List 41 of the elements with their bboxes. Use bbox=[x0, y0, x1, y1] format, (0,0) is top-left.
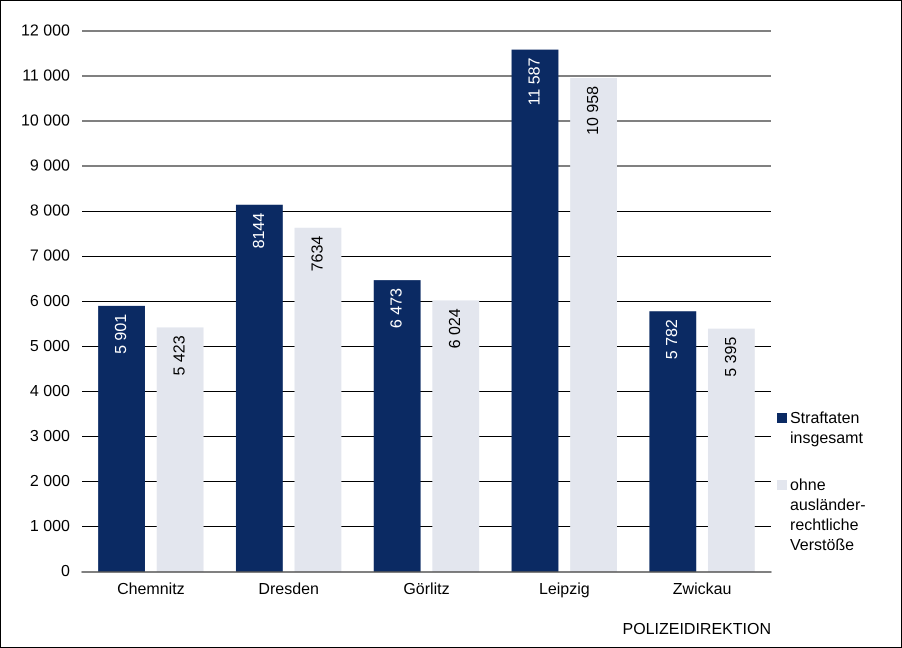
y-tick-label: 9 000 bbox=[30, 158, 70, 175]
bar bbox=[649, 311, 696, 572]
bar bbox=[374, 280, 421, 572]
x-axis-title: POLIZEIDIREKTION bbox=[622, 621, 771, 639]
bar bbox=[98, 306, 145, 572]
y-tick-label: 3 000 bbox=[30, 428, 70, 446]
legend-label: Straftaten insgesamt bbox=[790, 409, 864, 449]
data-label: 6 024 bbox=[447, 308, 464, 348]
x-tick-label: Chemnitz bbox=[117, 580, 185, 598]
y-tick-label: 5 000 bbox=[30, 338, 70, 355]
bar bbox=[512, 50, 558, 572]
data-label: 6 473 bbox=[388, 288, 406, 328]
data-label: 11 587 bbox=[526, 58, 544, 106]
bar bbox=[236, 204, 283, 572]
data-label: 5 395 bbox=[722, 336, 740, 377]
x-tick-label: Dresden bbox=[258, 580, 319, 598]
y-tick-label: 8 000 bbox=[30, 202, 70, 220]
y-tick-label: 10 000 bbox=[21, 112, 70, 130]
bar bbox=[570, 78, 617, 572]
y-tick-label: 12 000 bbox=[21, 22, 70, 40]
y-tick-label: 2 000 bbox=[30, 473, 70, 490]
legend-label: ohne ausländer-rechtliche Verstöße bbox=[790, 476, 867, 556]
data-label: 8144 bbox=[250, 212, 268, 248]
bar bbox=[294, 228, 342, 572]
y-tick-label: 4 000 bbox=[30, 382, 70, 400]
data-label: 7634 bbox=[309, 236, 326, 272]
y-tick-label: 11 000 bbox=[22, 67, 70, 84]
data-label: 5 782 bbox=[664, 319, 682, 360]
data-label: 5 423 bbox=[172, 335, 189, 376]
y-tick-label: 7 000 bbox=[30, 248, 70, 265]
x-tick-label: Zwickau bbox=[672, 580, 732, 598]
bar bbox=[708, 328, 755, 572]
data-label: 5 901 bbox=[112, 314, 130, 354]
y-tick-label: 0 bbox=[61, 563, 70, 580]
y-tick-label: 6 000 bbox=[30, 292, 70, 310]
y-tick-label: 1 000 bbox=[30, 518, 70, 536]
data-label: 10 958 bbox=[584, 86, 602, 135]
x-tick-label: Görlitz bbox=[403, 580, 450, 598]
bar bbox=[156, 327, 204, 572]
bar bbox=[432, 300, 480, 572]
x-tick-label: Leipzig bbox=[538, 580, 590, 598]
